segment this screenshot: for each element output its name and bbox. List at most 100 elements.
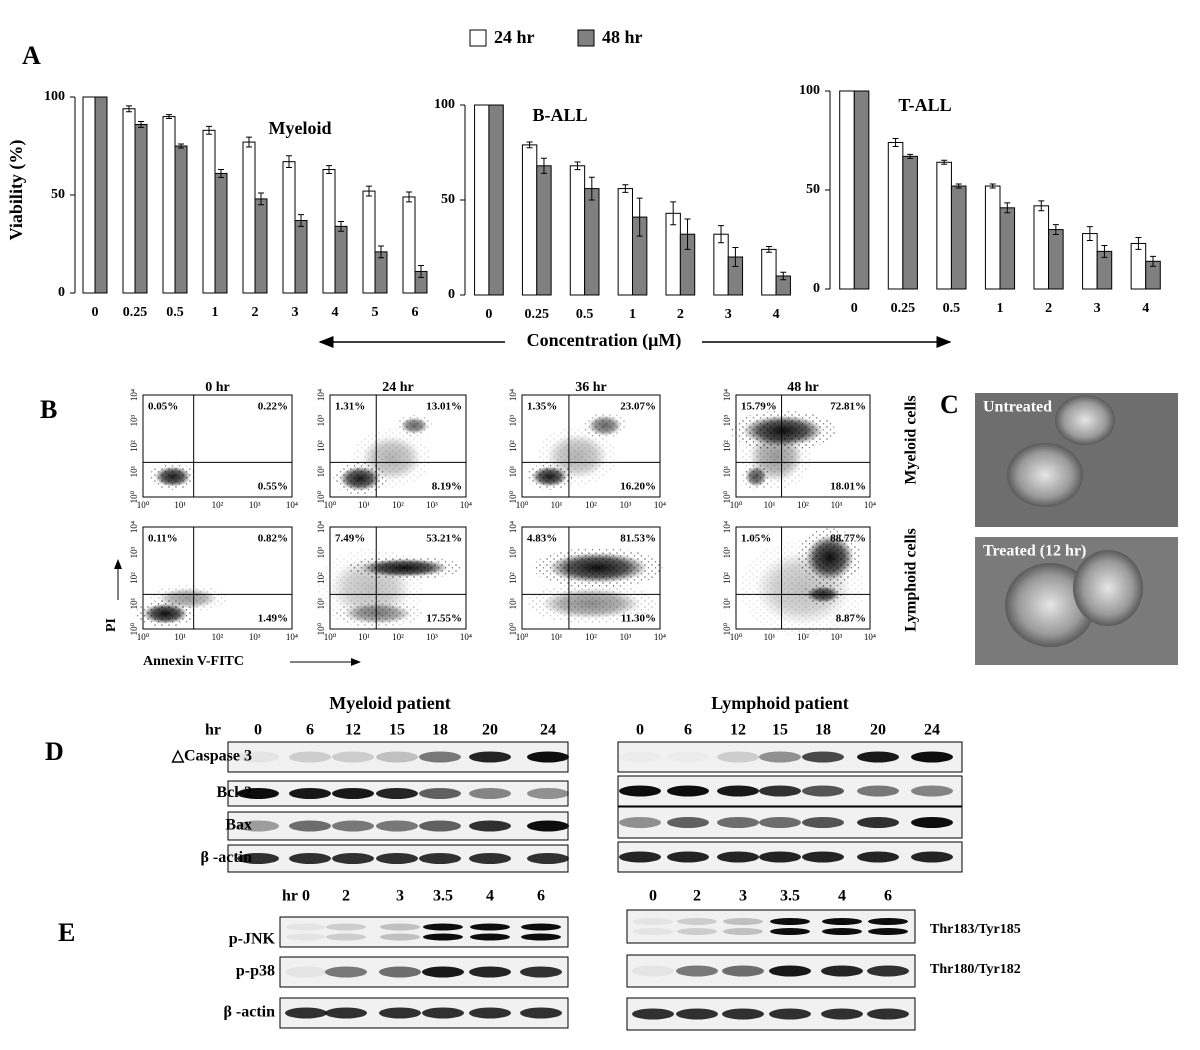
x-tick-label: 10⁰ [516,632,529,642]
band [286,923,326,931]
x-tick-label: 10² [797,632,809,642]
bar [617,188,634,296]
column-title: 36 hr [575,380,607,395]
row-label: β -actin [200,849,252,866]
error-bar [622,184,629,193]
y-tick-label: 10³ [508,414,518,426]
x-tick-label: 0 [485,307,492,322]
y-tick-label: 100 [434,97,455,112]
error-bar [892,138,899,147]
error-bar [138,121,144,128]
quadrant-label: 0.22% [258,401,288,413]
error-bar [588,176,595,201]
error-bar [941,159,948,165]
lane-label: 3 [396,888,404,905]
x-tick-label: 10³ [426,632,438,642]
x-tick-label: 10³ [249,632,261,642]
band [677,928,717,935]
y-tick-label: 10⁰ [316,490,326,503]
x-tick-label: 10² [585,500,597,510]
band [677,918,717,925]
band [722,1008,764,1020]
lane-label: 4 [838,888,846,905]
error-bar [1150,255,1156,267]
chart-title: Myeloid [269,118,332,138]
y-tick-label: 10¹ [722,465,732,477]
event-speckle [741,423,812,490]
band [911,785,953,797]
x-tick-label: 10⁴ [654,500,666,510]
cell [1055,395,1115,445]
band [619,851,661,863]
x-tick-label: 4 [773,307,780,322]
lane-label: 24 [924,722,940,739]
quadrant-label: 88.77% [830,533,866,545]
x-tick-label: 3 [1094,301,1101,316]
band [237,853,279,864]
x-tick-label: 10³ [620,500,632,510]
band [822,918,862,925]
y-tick-label: 10⁴ [316,389,326,401]
quadrant-label: 1.05% [741,533,771,545]
bar [174,145,188,294]
bar [362,190,376,294]
x-tick-label: 10¹ [358,632,370,642]
band [422,1007,464,1019]
x-tick-label: 3 [725,307,732,322]
bar [82,96,96,294]
band [759,785,801,797]
quadrant-label: 1.35% [527,401,557,413]
bar [887,141,904,290]
band [717,751,759,763]
band [469,751,511,763]
bar [94,96,108,294]
bar [322,169,336,294]
bar [839,90,855,290]
blot-title: Myeloid patient [329,693,451,713]
error-bar [378,245,384,259]
x-tick-label: 10¹ [551,632,563,642]
bar [521,144,538,296]
blot-strip [279,916,569,948]
bar [214,172,228,294]
band [867,1008,909,1020]
x-tick-label: 10³ [249,500,261,510]
bar [334,225,348,294]
event-speckle [526,583,656,624]
bar [402,196,416,294]
quadrant-label: 1.49% [258,613,288,625]
error-bar [732,247,739,267]
y-tick-label: 10¹ [129,597,139,609]
band [326,933,366,941]
bar [984,185,1001,290]
lane-label: 15 [389,722,405,739]
band [769,1008,811,1020]
y-tick-label: 10³ [316,546,326,558]
x-tick-label: 10⁰ [730,632,743,642]
band [325,1007,367,1019]
band [717,851,759,863]
error-bar [636,197,643,237]
band [857,851,899,863]
band [868,918,908,925]
bar [999,207,1016,290]
band [469,1007,511,1019]
bar [134,123,148,294]
y-tick-label: 10² [316,440,326,452]
x-tick-label: 10⁰ [324,500,337,510]
bar [474,104,490,296]
error-bar [989,183,996,189]
band [867,965,909,977]
quadrant-label: 8.19% [432,481,462,493]
x-tick-label: 0.5 [576,307,594,322]
band [667,851,709,863]
lane-label: 3 [739,888,747,905]
band [632,965,674,977]
band [469,788,511,799]
band [419,788,461,799]
y-tick-label: 10¹ [722,597,732,609]
lane-label: 6 [884,888,892,905]
error-bar [526,141,533,149]
row-label: Bcl-2 [216,784,252,801]
band [419,820,461,832]
